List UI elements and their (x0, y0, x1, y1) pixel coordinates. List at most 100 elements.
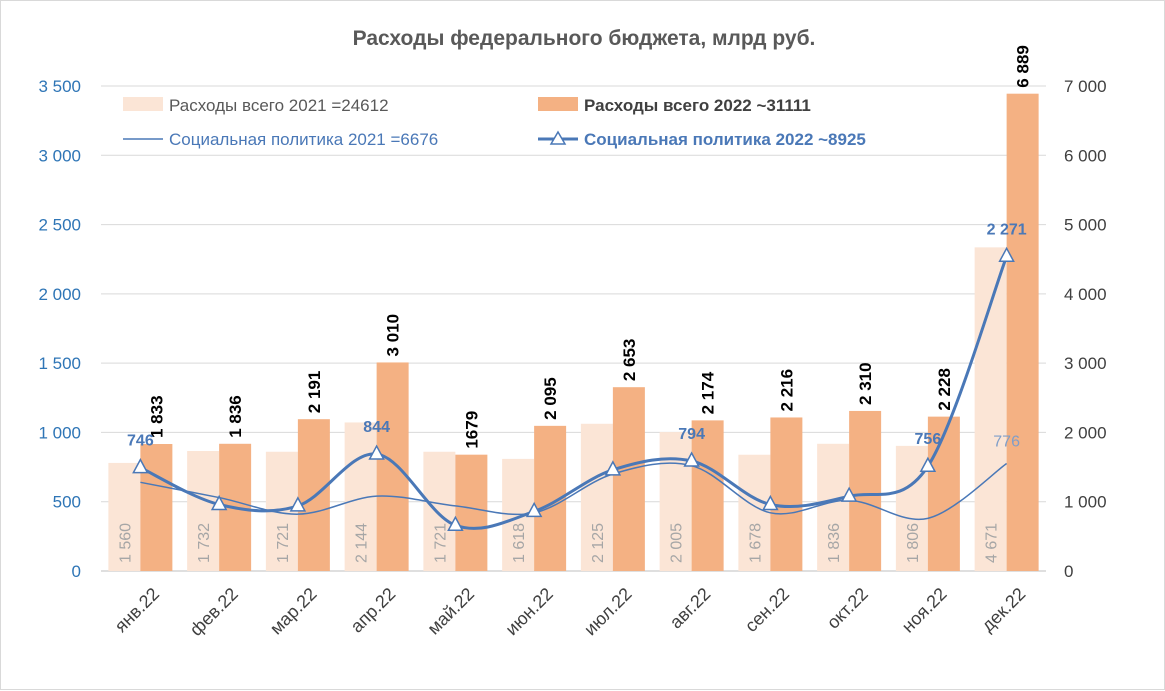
bar-2022 (691, 420, 724, 571)
y-right-tick-label: 6 000 (1064, 146, 1107, 165)
x-tick-label: янв.22 (111, 584, 164, 637)
marker-social-2022 (132, 458, 149, 474)
marker-social-2022 (210, 494, 228, 511)
bar-2021 (580, 423, 613, 571)
line-2021-label: 776 (993, 433, 1020, 450)
y-right-tick-label: 3 000 (1064, 354, 1107, 373)
marker-social-2022 (447, 515, 464, 532)
x-tick-label: фев.22 (186, 584, 242, 640)
y-right-tick-label: 1 000 (1064, 493, 1107, 512)
legend-label-2022-total: Расходы всего 2022 ~31111 (584, 96, 811, 115)
y-left-tick-label: 1 500 (38, 354, 81, 373)
line-2022-label: 756 (915, 431, 942, 448)
y-right-tick-label: 5 000 (1064, 216, 1107, 235)
bar-2022 (849, 410, 882, 571)
x-tick-label: сен.22 (741, 584, 793, 636)
marker-social-2022 (840, 486, 858, 502)
legend-swatch-2022-total (538, 97, 578, 111)
bar-2021-label: 2 005 (669, 523, 686, 563)
bar-2022-label: 6 889 (1014, 45, 1033, 88)
bar-2021-label: 1 721 (432, 523, 449, 563)
data-labels: 1 560 1 833 1 732 1 836 1 721 2 191 2 144 3 010… (117, 45, 1032, 563)
chart-title: Расходы федерального бюджета, млрд руб. (353, 27, 816, 50)
legend-marker-2022-social (549, 130, 567, 145)
bar-2022-label: 2 191 (305, 371, 324, 414)
bar-2022-label: 2 095 (541, 377, 560, 420)
x-tick-label: мар.22 (266, 584, 321, 639)
bar-2022 (1006, 93, 1039, 572)
bar-2021-label: 1 732 (196, 523, 213, 563)
line-2022-label: 746 (127, 433, 154, 450)
bar-2021-label: 1 836 (826, 523, 843, 563)
legend-label-2021-total: Расходы всего 2021 =24612 (169, 96, 389, 115)
marker-social-2022 (525, 501, 543, 518)
line-2022-label: 844 (363, 419, 390, 436)
bar-2021-label: 2 144 (354, 523, 371, 563)
x-tick-label: май.22 (423, 584, 478, 639)
marker-social-2022 (683, 451, 700, 467)
marker-social-2022 (998, 246, 1015, 263)
bar-2022-label: 1 833 (147, 395, 166, 438)
line-2022-label: 2 271 (987, 221, 1027, 238)
marker-social-2022 (289, 496, 307, 512)
x-tick-label: июн.22 (501, 584, 557, 640)
bar-2022 (455, 454, 488, 571)
x-tick-label: окт.22 (823, 584, 872, 633)
bar-2021-label: 1 678 (747, 523, 764, 563)
bar-2021 (817, 443, 850, 571)
y-left-tick-label: 0 (72, 562, 81, 581)
y-right-tick-label: 4 000 (1064, 285, 1107, 304)
x-tick-label: апр.22 (347, 584, 400, 637)
bar-2022-label: 2 174 (699, 371, 718, 414)
bar-2021-label: 4 671 (984, 523, 1001, 563)
bar-2022-label: 1679 (462, 411, 481, 449)
bar-2021-label: 1 806 (905, 523, 922, 563)
legend-label-2021-social: Социальная политика 2021 =6676 (169, 130, 438, 149)
y-left-tick-label: 2 000 (38, 285, 81, 304)
bar-2022 (140, 443, 173, 571)
bars-2022 (140, 93, 1039, 572)
x-tick-label: дек.22 (978, 584, 1030, 636)
marker-social-2022 (919, 456, 937, 472)
bar-2022-label: 2 228 (935, 368, 954, 411)
bar-2021 (108, 462, 141, 571)
legend-label-2022-social: Социальная политика 2022 ~8925 (584, 130, 866, 149)
bar-2022 (770, 417, 803, 571)
legend: Расходы всего 2021 =24612 Расходы всего … (123, 96, 866, 149)
bar-2021 (187, 450, 220, 571)
marker-social-2022 (762, 494, 779, 511)
bar-2022-label: 2 310 (856, 362, 875, 405)
x-tick-label: июл.22 (580, 584, 636, 640)
bar-2021 (974, 247, 1007, 571)
y-right-tick-label: 2 000 (1064, 423, 1107, 442)
y-left-tick-label: 500 (53, 493, 81, 512)
bar-2021 (738, 454, 771, 571)
bar-2021-label: 1 560 (117, 523, 134, 563)
legend-swatch-2021-total (123, 97, 163, 111)
gridlines (101, 85, 1046, 572)
y-right-tick-label: 0 (1064, 562, 1073, 581)
bar-2021-label: 2 125 (590, 523, 607, 563)
bar-2022-label: 3 010 (384, 314, 403, 357)
y-left-tick-label: 2 500 (38, 216, 81, 235)
marker-social-2022 (604, 460, 622, 476)
lines (132, 246, 1015, 532)
y-left-tick-label: 3 000 (38, 146, 81, 165)
line-social-2021 (140, 462, 1008, 521)
bar-2022-label: 1 836 (226, 395, 245, 438)
line-2022-label: 794 (678, 426, 705, 443)
bar-2022-label: 2 216 (777, 369, 796, 412)
y-left-tick-label: 3 500 (38, 77, 81, 96)
bar-2022 (376, 362, 409, 571)
x-tick-label: авг.22 (666, 584, 715, 633)
bar-2021 (659, 432, 692, 571)
y-right-tick-label: 7 000 (1064, 77, 1107, 96)
bar-2022-label: 2 653 (620, 339, 639, 382)
bar-2022 (612, 387, 645, 571)
bar-2021-label: 1 618 (511, 523, 528, 563)
bar-2021 (423, 451, 456, 571)
x-tick-label: ноя.22 (898, 584, 951, 637)
y-left-tick-label: 1 000 (38, 423, 81, 442)
